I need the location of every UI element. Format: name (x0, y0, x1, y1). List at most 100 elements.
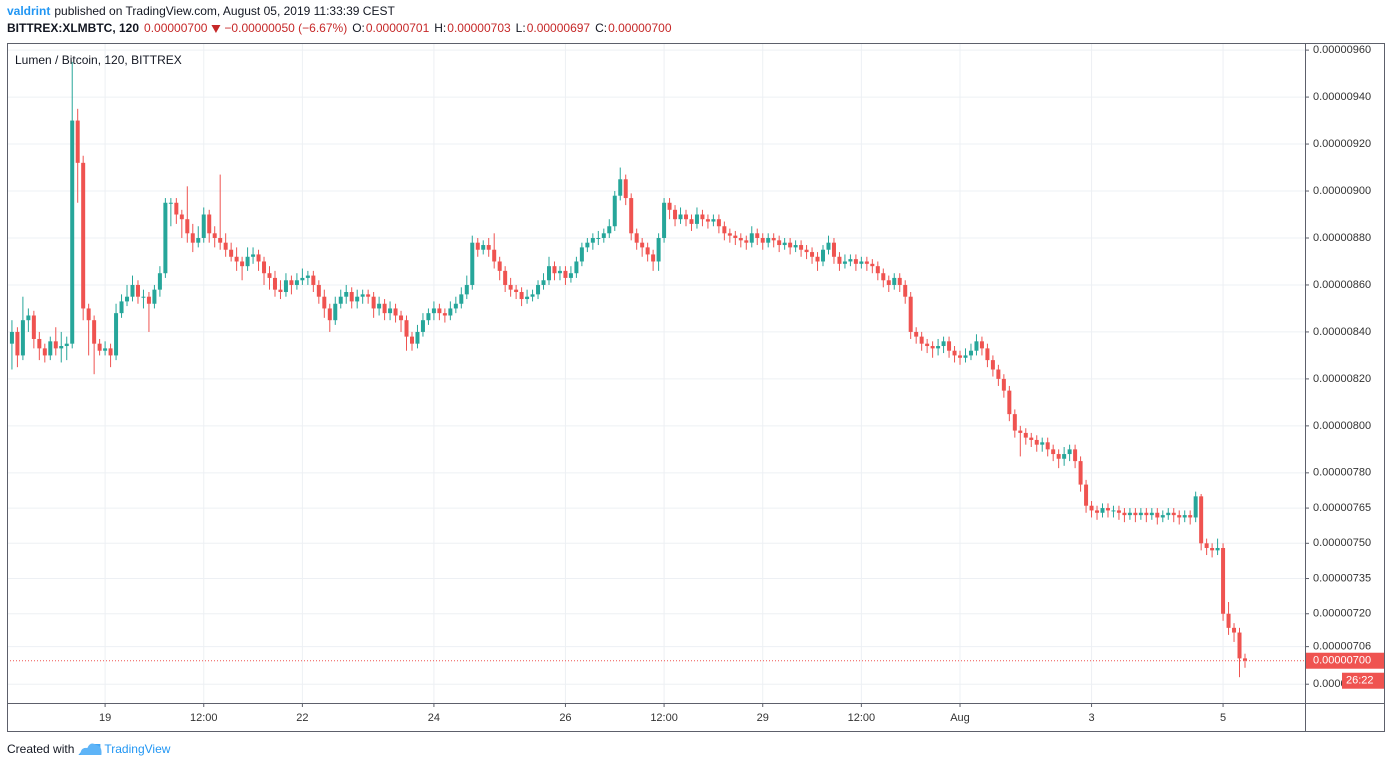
y-tick-label: 0.00000765 (1313, 502, 1371, 514)
author: valdrint (7, 4, 50, 18)
x-tick-label: 12:00 (190, 712, 218, 724)
x-tick-label: 19 (99, 712, 111, 724)
candle-body (15, 331, 20, 356)
candle-body (1023, 432, 1028, 438)
candle-body (799, 245, 804, 250)
grid (7, 44, 1305, 703)
candle-body (294, 280, 299, 285)
candle-body (546, 266, 551, 281)
candle-body (930, 346, 935, 349)
candle-body (541, 280, 546, 285)
x-tick-label: 12:00 (650, 712, 678, 724)
last-price-label: 0.00000700 (1313, 655, 1371, 667)
candle-body (355, 296, 360, 302)
y-tick-label: 0.00000860 (1313, 279, 1371, 291)
x-tick-label: 29 (757, 712, 769, 724)
candle-body (70, 120, 75, 344)
candle-body (316, 284, 321, 297)
x-tick-label: Aug (950, 712, 970, 724)
candle-body (251, 254, 256, 257)
candle-body (782, 242, 787, 246)
candle-body (322, 296, 327, 309)
candle-body (1242, 658, 1247, 661)
candle-body (503, 270, 508, 285)
candle-body (223, 242, 228, 250)
candle-body (689, 219, 694, 224)
candle-body (853, 259, 858, 264)
candle-body (508, 284, 513, 290)
candle-body (618, 179, 623, 196)
candle-body (256, 254, 261, 262)
candle-body (990, 360, 995, 370)
candle-body (1040, 442, 1045, 445)
candle-body (108, 348, 113, 356)
candle-body (431, 308, 436, 314)
y-tick-label: 0.00000800 (1313, 420, 1371, 432)
candle-body (442, 313, 447, 316)
candle-body (519, 292, 524, 300)
candle-body (229, 249, 234, 257)
candle-body (437, 308, 442, 314)
candle-body (881, 273, 886, 281)
candle-body (963, 355, 968, 358)
candle-body (1095, 510, 1100, 513)
candle-body (278, 289, 283, 293)
candle-body (349, 292, 354, 302)
candle-body (163, 202, 168, 274)
candle-body (607, 226, 612, 234)
candle-body (1177, 515, 1182, 518)
candle-body (20, 320, 25, 356)
candle-body (897, 277, 902, 285)
candle-body (903, 284, 908, 297)
candle-body (727, 233, 732, 236)
candle-body (382, 303, 387, 314)
chart-frame (7, 43, 1385, 732)
candle-body (146, 296, 151, 304)
candle-body (201, 214, 206, 238)
candle-body (859, 261, 864, 264)
ohlc-value: 0.00000700 (608, 21, 672, 35)
candle-body (311, 275, 316, 285)
candle-body (1193, 496, 1198, 518)
y-tick-label: 0.00000880 (1313, 232, 1371, 244)
candle-body (9, 331, 14, 344)
candle-body (536, 284, 541, 295)
footer: Created with TradingView (7, 742, 171, 756)
y-tick-label: 0.00000940 (1313, 91, 1371, 103)
candle-body (821, 249, 826, 262)
candle-body (749, 233, 754, 243)
y-tick-label: 0.00000706 (1313, 641, 1371, 653)
candle-body (305, 275, 310, 278)
candle-body (245, 256, 250, 267)
candle-body (327, 308, 332, 321)
candle-body (552, 266, 557, 274)
candle-body (1149, 512, 1154, 516)
candle-body (1127, 512, 1132, 516)
candle-body (300, 277, 305, 281)
candle-body (601, 233, 606, 238)
candle-body (399, 315, 404, 321)
candle-body (936, 346, 941, 349)
candle-body (103, 348, 108, 351)
candle-body (119, 301, 124, 314)
y-tick-label: 0.00000820 (1313, 373, 1371, 385)
candle-body (168, 202, 173, 204)
candle-body (656, 237, 661, 262)
candle-body (464, 284, 469, 295)
candle-body (760, 237, 765, 243)
candle-body (952, 350, 957, 356)
candle-body (1171, 512, 1176, 516)
candle-body (1051, 449, 1056, 455)
candle-body (1100, 508, 1105, 513)
ohlc-value: 0.00000701 (366, 21, 430, 35)
candle-body (218, 237, 223, 243)
brand-logo-cloud (80, 743, 102, 755)
footer-text: Created with (7, 742, 74, 756)
candle-body (1062, 454, 1067, 459)
candle-body (870, 263, 875, 267)
candle-body (886, 280, 891, 285)
candle-body (694, 214, 699, 224)
